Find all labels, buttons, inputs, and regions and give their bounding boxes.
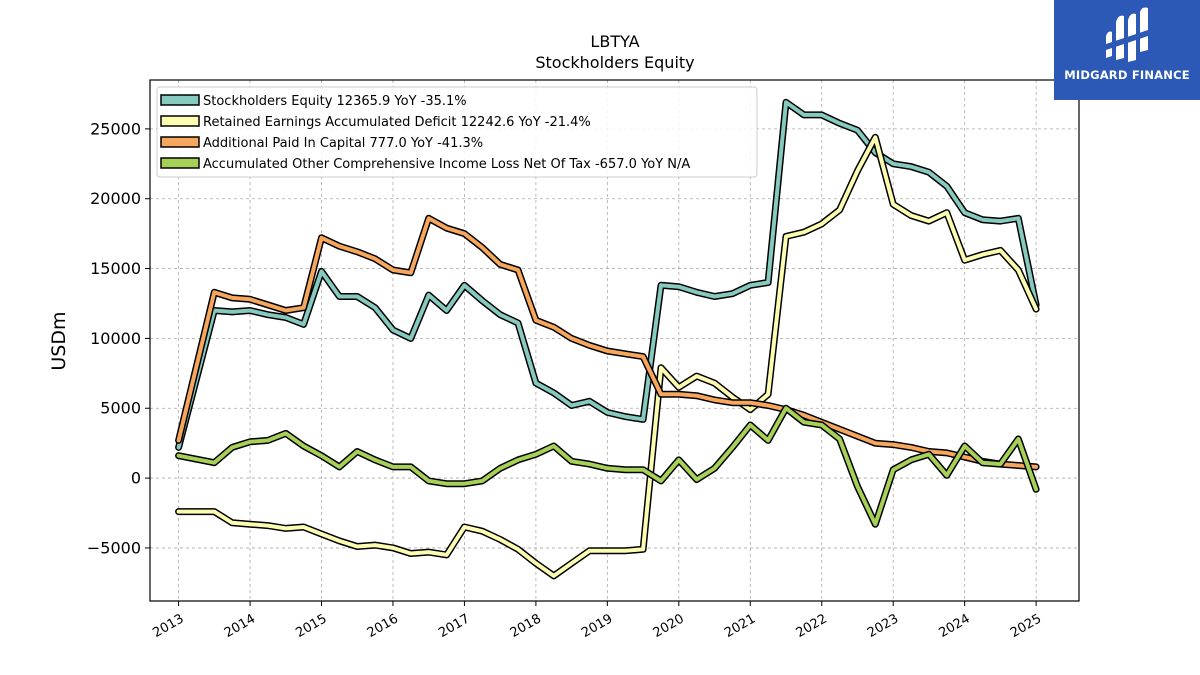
x-tick-label: 2013 [150, 611, 186, 641]
x-tick-label: 2018 [508, 611, 544, 641]
chart-title: LBTYA [590, 32, 639, 51]
x-tick-label: 2020 [651, 611, 687, 641]
x-tick-label: 2014 [222, 611, 258, 641]
y-tick-label: −5000 [87, 538, 141, 557]
x-tick-label: 2022 [794, 611, 830, 641]
series-line-4 [176, 406, 1039, 527]
series-line-3 [176, 216, 1039, 469]
x-tick-label: 2016 [365, 611, 401, 641]
legend-box [156, 86, 758, 178]
series-line-1 [176, 100, 1039, 450]
legend-entry: Retained Earnings Accumulated Deficit 12… [203, 115, 591, 130]
y-tick-label: 20000 [90, 189, 141, 208]
logo-mark-icon [1106, 7, 1148, 63]
y-tick-label: 15000 [90, 259, 141, 278]
plot-area-frame [149, 79, 1080, 602]
series-line-2 [176, 135, 1039, 578]
x-tick-label: 2023 [865, 611, 901, 641]
legend-entry: Accumulated Other Comprehensive Income L… [203, 157, 690, 172]
legend-swatch [160, 157, 200, 169]
legend-entry: Additional Paid In Capital 777.0 YoY -41… [203, 136, 483, 151]
x-tick-label: 2025 [1008, 611, 1044, 641]
y-tick-label: 10000 [90, 329, 141, 348]
x-tick-label: 2024 [937, 611, 973, 641]
legend-swatch [160, 136, 200, 148]
logo-text: MIDGARD FINANCE [1064, 68, 1190, 82]
y-tick-label: 5000 [100, 399, 141, 418]
y-tick-label: 0 [131, 469, 141, 488]
legend-entry: Stockholders Equity 12365.9 YoY -35.1% [203, 94, 467, 109]
x-tick-label: 2019 [579, 611, 615, 641]
x-tick-label: 2015 [293, 611, 329, 641]
legend-swatch [160, 94, 200, 106]
legend-swatch [160, 115, 200, 127]
x-tick-label: 2017 [436, 611, 472, 641]
y-axis-label: USDm [48, 311, 70, 370]
legend: Stockholders Equity 12365.9 YoY -35.1% Re… [156, 86, 758, 178]
midgard-finance-logo: MIDGARD FINANCE [1054, 0, 1200, 100]
x-tick-label: 2021 [722, 611, 758, 641]
chart-subtitle: Stockholders Equity [535, 53, 694, 72]
y-tick-label: 25000 [90, 119, 141, 138]
